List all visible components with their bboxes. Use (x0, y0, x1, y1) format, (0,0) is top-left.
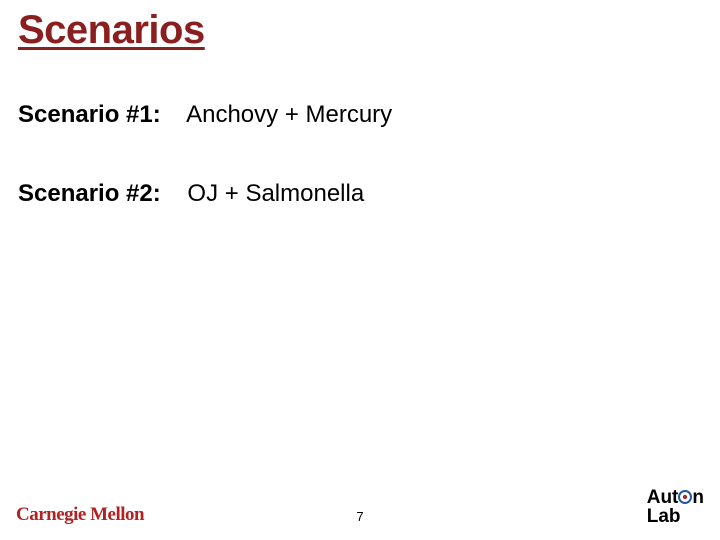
scenario-label: Scenario #2: (18, 180, 161, 207)
footer: Carnegie Mellon 7 Autn Lab (0, 496, 720, 526)
scenario-label: Scenario #1: (18, 101, 161, 128)
auton-lab-text-pre: Aut (647, 487, 679, 508)
scenario-item: Scenario #2: OJ + Salmonella (18, 180, 702, 209)
scenario-description: OJ + Salmonella (187, 180, 364, 207)
auton-lab-text-line2: Lab (647, 507, 704, 526)
scenario-item: Scenario #1: Anchovy + Mercury (18, 101, 702, 130)
slide-title: Scenarios (18, 8, 702, 53)
target-icon (678, 490, 692, 504)
auton-lab-text-post: n (692, 487, 704, 508)
auton-lab-logo: Autn Lab (647, 488, 704, 526)
scenario-description: Anchovy + Mercury (186, 101, 392, 128)
slide: Scenarios Scenario #1: Anchovy + Mercury… (0, 0, 720, 540)
page-number: 7 (0, 509, 720, 524)
